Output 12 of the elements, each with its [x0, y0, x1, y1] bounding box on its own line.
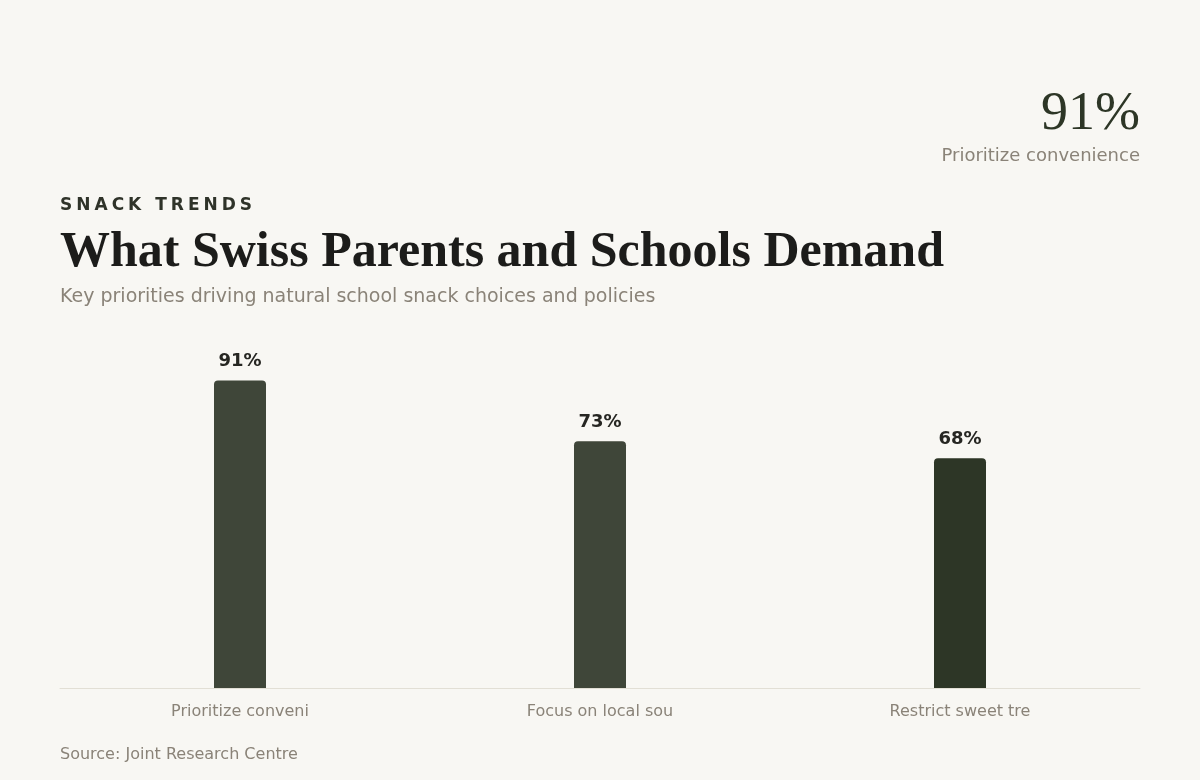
text: Prioritize convenience — [941, 144, 1140, 165]
source-note: Source: Joint Research Centre — [60, 744, 298, 763]
data-label: 91% — [218, 348, 262, 370]
data-label: 73% — [578, 409, 622, 431]
x-tick-label: Focus on local sou — [526, 700, 674, 720]
x-tick-label: Restrict sweet tre — [889, 700, 1031, 720]
text: 91% — [1041, 80, 1140, 142]
text: SNACK TRENDS — [60, 194, 257, 214]
data-label: 68% — [938, 426, 982, 448]
x-tick-label: Prioritize conveni — [171, 700, 309, 720]
chart-subtitle: Key priorities driving natural school snack choices and policies — [60, 284, 656, 306]
chart-title: What Swiss Parents and Schools Demand — [60, 220, 944, 278]
